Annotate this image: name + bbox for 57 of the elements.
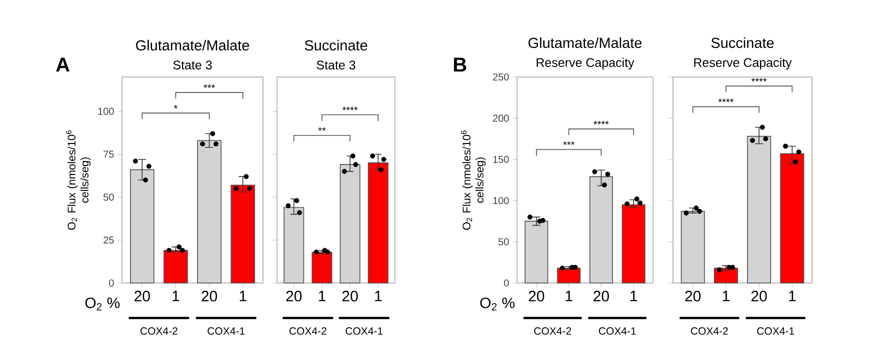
text: COX4-2 [690,327,728,335]
x-tick-label: 20 [751,290,767,302]
x-tick-label: 1 [318,290,326,302]
y-tick-label: 0 [504,279,509,287]
chart-subtitle: Reserve Capacity [536,58,634,70]
x-tick-label: 20 [134,290,150,302]
x-tick-label: 20 [685,290,701,302]
text: COX4-2 [534,327,572,335]
text: O$_{2}$ % [480,298,515,310]
y-tick-label: 250 [493,73,509,81]
x-tick-label: 20 [286,290,302,302]
y-tick-label: 50 [498,238,509,246]
x-tick-label: 1 [789,290,796,302]
chart-title: Succinate [304,40,368,50]
annotation: ** [318,127,326,131]
x-tick-label: 1 [172,290,180,302]
text: O$_{2}$ Flux (nmoles/10$^{6}$ cells/seg) [461,130,486,230]
text: B [454,58,466,72]
chart-title: Succinate [711,37,774,48]
text: COX4-1 [346,327,383,335]
text: COX4-2 [289,327,326,335]
x-tick-label: 20 [528,290,544,302]
chart-title: Glutamate/Malate [136,40,250,50]
x-tick-label: 1 [240,290,246,302]
text: COX4-1 [598,327,636,335]
x-tick-label: 1 [722,290,730,302]
y-tick-label: 100 [98,108,114,115]
chart-subtitle: State 3 [316,60,356,70]
text: A [56,58,70,72]
y-tick-label: 75 [104,150,114,158]
x-tick-label: 1 [375,290,382,302]
text: COX4-2 [140,327,178,335]
y-tick-label: 150 [493,156,509,163]
annotation: *** [204,84,215,88]
annotation: *** [563,141,574,145]
chart-title: Glutamate/Malate [528,37,642,48]
x-tick-label: 20 [342,290,358,302]
annotation: **** [342,106,358,110]
x-tick-label: 1 [630,290,638,302]
chart-subtitle: Reserve Capacity [694,58,792,70]
annotation: **** [718,98,734,102]
y-tick-label: 50 [103,194,114,201]
text: COX4-1 [757,327,794,335]
y-tick-label: 25 [104,236,114,244]
y-tick-label: 100 [493,197,509,204]
annotation: **** [751,78,767,82]
x-tick-label: 20 [202,290,218,302]
x-tick-label: 1 [566,290,572,302]
annotation: **** [594,120,609,124]
annotation: * [174,104,178,108]
chart-subtitle: State 3 [173,60,212,70]
y-tick-label: 0 [109,279,114,287]
y-tick-label: 200 [493,114,509,122]
text: COX4-1 [208,327,245,335]
text: O$_{2}$ Flux (nmoles/10$^{6}$ cells/seg) [66,130,91,230]
x-tick-label: 20 [594,290,609,302]
text: O$_{2}$ % [85,298,120,310]
